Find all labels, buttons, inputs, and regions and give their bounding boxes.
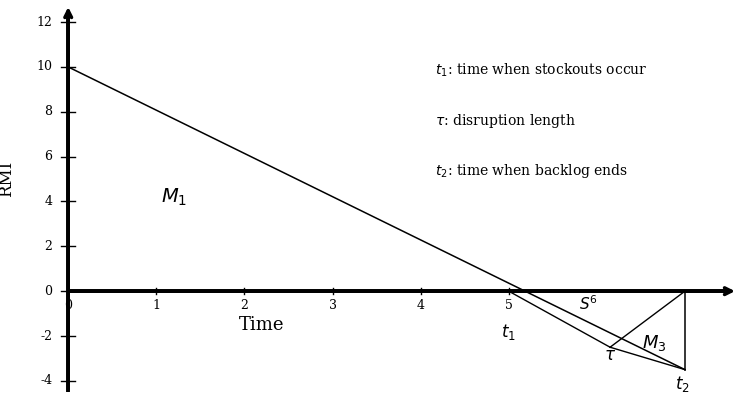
- Text: Time: Time: [240, 316, 285, 334]
- Text: 12: 12: [36, 16, 53, 29]
- Text: -2: -2: [40, 330, 53, 342]
- Text: 10: 10: [36, 60, 53, 74]
- Text: 5: 5: [505, 299, 513, 312]
- Text: 3: 3: [329, 299, 337, 312]
- Text: RMI: RMI: [0, 161, 15, 197]
- Text: 1: 1: [152, 299, 160, 312]
- Text: 6: 6: [45, 150, 53, 163]
- Text: 4: 4: [417, 299, 424, 312]
- Text: $t_2$: $t_2$: [674, 374, 689, 394]
- Text: 4: 4: [45, 195, 53, 208]
- Text: $S^6$: $S^6$: [579, 294, 597, 313]
- Text: $t_2$: time when backlog ends: $t_2$: time when backlog ends: [435, 162, 628, 180]
- Text: 2: 2: [45, 240, 53, 253]
- Text: $t_1$: time when stockouts occur: $t_1$: time when stockouts occur: [435, 62, 648, 79]
- Text: $M_3$: $M_3$: [642, 333, 666, 353]
- Text: $\tau$: $\tau$: [604, 346, 616, 364]
- Text: 0: 0: [45, 285, 53, 298]
- Text: 8: 8: [45, 105, 53, 118]
- Text: $\tau$: disruption length: $\tau$: disruption length: [435, 112, 576, 130]
- Text: -4: -4: [40, 374, 53, 387]
- Text: 2: 2: [240, 299, 249, 312]
- Text: $M_1$: $M_1$: [161, 186, 187, 208]
- Text: $t_1$: $t_1$: [502, 322, 516, 342]
- Text: 0: 0: [65, 299, 72, 312]
